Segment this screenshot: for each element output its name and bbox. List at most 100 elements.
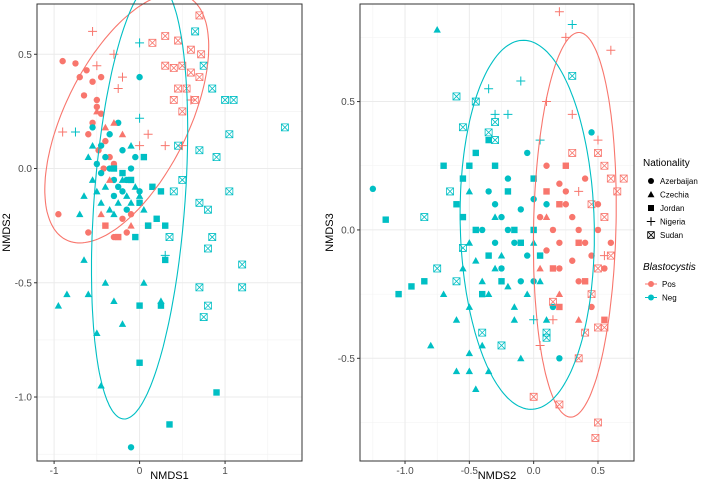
data-point xyxy=(497,251,506,259)
data-point xyxy=(458,123,467,132)
data-point xyxy=(491,118,499,127)
data-point xyxy=(225,187,234,196)
data-point xyxy=(452,367,461,375)
data-point xyxy=(59,57,66,65)
data-point xyxy=(568,148,577,157)
legend-nationality-items: Azerbaijan Czechia Jordan Nigeria Sudan xyxy=(646,177,698,240)
data-point xyxy=(594,226,602,234)
confidence-ellipse-neg xyxy=(90,0,189,420)
data-point xyxy=(119,169,126,177)
data-point xyxy=(497,341,506,350)
data-point xyxy=(593,135,603,145)
data-point xyxy=(127,444,135,451)
data-point xyxy=(594,418,602,427)
panel-nmds1-nmds2: -1 0 1 0.5 0.0 -0.5 -1.0 NMDS1 NMDS2 xyxy=(1,0,303,482)
data-point xyxy=(556,303,563,311)
data-point xyxy=(517,239,524,246)
data-point xyxy=(554,7,564,17)
data-point xyxy=(587,290,596,299)
data-point xyxy=(110,119,118,126)
data-point xyxy=(556,239,563,246)
data-point xyxy=(369,185,377,193)
x-tick-label: 0.0 xyxy=(527,466,541,477)
data-point xyxy=(161,32,170,40)
legend-blastocystis-items: Pos Neg xyxy=(645,280,677,303)
data-point xyxy=(115,183,122,190)
data-point xyxy=(453,201,460,208)
plot-background xyxy=(37,4,302,461)
legend-key-czechia xyxy=(647,191,655,198)
data-point xyxy=(127,221,135,229)
plot-background xyxy=(360,4,634,461)
data-point xyxy=(568,71,577,80)
data-point xyxy=(503,109,513,119)
data-point xyxy=(80,256,88,263)
data-point xyxy=(543,162,550,169)
data-point xyxy=(101,279,110,286)
data-point xyxy=(549,303,557,311)
data-point xyxy=(88,26,98,36)
data-point xyxy=(601,316,608,323)
data-point xyxy=(97,169,105,177)
data-point xyxy=(427,341,435,349)
data-point xyxy=(594,264,602,273)
data-point xyxy=(186,68,195,77)
data-point xyxy=(153,215,160,222)
data-point xyxy=(569,213,576,221)
data-point xyxy=(118,130,127,138)
data-point xyxy=(498,278,505,285)
data-point xyxy=(132,233,139,241)
data-point xyxy=(113,84,123,94)
data-point xyxy=(511,226,518,234)
data-point xyxy=(471,97,480,106)
data-point xyxy=(517,354,525,362)
data-point xyxy=(110,165,118,172)
data-point xyxy=(574,354,583,363)
confidence-ellipse-pos xyxy=(44,0,210,244)
data-point xyxy=(144,222,152,229)
data-point xyxy=(433,25,441,33)
data-point xyxy=(536,277,544,285)
data-point xyxy=(101,123,110,131)
data-point xyxy=(446,187,454,196)
data-point xyxy=(63,290,71,298)
data-point xyxy=(135,192,144,199)
data-point xyxy=(110,210,118,218)
data-point xyxy=(530,175,537,182)
data-point xyxy=(123,229,130,236)
data-point xyxy=(510,316,519,323)
data-point xyxy=(195,283,204,292)
data-point xyxy=(93,329,101,336)
data-point xyxy=(478,277,486,285)
data-point xyxy=(102,153,109,161)
data-point xyxy=(109,49,119,59)
data-point xyxy=(575,316,583,323)
data-point xyxy=(484,84,494,94)
data-point xyxy=(600,213,609,222)
data-point xyxy=(548,315,558,325)
data-point xyxy=(504,282,512,290)
data-point xyxy=(119,147,126,154)
data-point xyxy=(208,233,217,241)
data-point xyxy=(97,110,105,117)
data-point xyxy=(58,127,68,137)
data-point xyxy=(93,103,101,111)
data-point xyxy=(491,213,499,221)
data-point xyxy=(562,162,570,169)
data-point xyxy=(465,349,474,357)
data-point xyxy=(204,205,212,214)
data-point xyxy=(76,210,84,218)
data-point xyxy=(199,313,208,321)
data-point xyxy=(72,60,79,67)
data-point xyxy=(575,278,582,285)
legend-key-nigeria xyxy=(646,217,656,226)
data-point xyxy=(148,38,157,47)
panel-border xyxy=(36,3,303,462)
data-point xyxy=(491,201,499,208)
data-point xyxy=(581,278,589,285)
data-point xyxy=(588,129,595,136)
data-point xyxy=(529,392,538,401)
data-point xyxy=(157,302,165,309)
data-point xyxy=(440,162,447,169)
data-point xyxy=(516,76,526,86)
